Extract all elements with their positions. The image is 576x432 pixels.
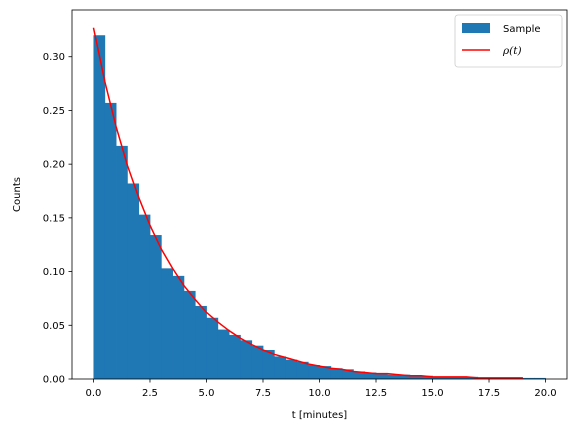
histogram-bar	[387, 374, 400, 379]
histogram-bar	[376, 373, 388, 379]
y-tick-label: 0.05	[43, 321, 65, 332]
legend-rho-label: ρ(t)	[502, 45, 522, 57]
y-tick-label: 0.25	[43, 106, 65, 117]
histogram-bar	[409, 375, 422, 379]
histogram-bar	[296, 361, 309, 379]
histogram-bar	[183, 290, 196, 379]
histogram-bar	[240, 340, 253, 379]
rho-curve-layer	[92, 27, 523, 379]
histogram-bar	[229, 334, 241, 379]
x-tick-label: 0.0	[86, 388, 102, 399]
y-axis-label: Counts	[12, 177, 23, 212]
x-tick-label: 20.0	[534, 388, 556, 399]
histogram-bar	[342, 369, 354, 379]
histogram-bar	[364, 372, 377, 379]
histogram-bars	[93, 35, 546, 380]
histogram-bar	[217, 329, 230, 379]
histogram-bar	[432, 376, 445, 379]
histogram-bar	[319, 366, 332, 379]
y-tick-label: 0.10	[43, 267, 65, 278]
histogram-bar	[455, 376, 467, 379]
y-axis-ticks: 0.00 0.05 0.10 0.15 0.20 0.25 0.30	[43, 52, 72, 386]
histogram-bar	[104, 102, 117, 380]
histogram-bar	[353, 371, 366, 379]
x-tick-label: 7.5	[255, 388, 271, 399]
x-tick-label: 10.0	[308, 388, 330, 399]
histogram-bar	[127, 183, 140, 379]
histogram-bar	[308, 365, 320, 379]
histogram-bar	[398, 374, 411, 379]
legend-frame	[454, 14, 563, 68]
legend: Sample ρ(t)	[454, 14, 563, 68]
histogram-bar	[206, 317, 219, 379]
histogram-bar	[285, 359, 298, 379]
histogram-bar	[93, 35, 106, 380]
histogram-bar	[262, 349, 275, 379]
legend-sample-label: Sample	[503, 24, 541, 35]
histogram-bar	[443, 376, 456, 379]
x-tick-label: 15.0	[421, 388, 443, 399]
x-axis-ticks: 0.0 2.5 5.0 7.5 10.0 12.5 15.0 17.5 20.0	[86, 379, 557, 399]
y-tick-label: 0.00	[43, 375, 65, 386]
histogram-bar	[534, 377, 546, 379]
histogram-bar	[522, 377, 535, 379]
histogram-bar	[138, 214, 151, 379]
histogram-bar	[421, 375, 433, 379]
x-axis-label: t [minutes]	[292, 410, 347, 421]
x-tick-label: 2.5	[142, 388, 158, 399]
x-tick-label: 17.5	[478, 388, 500, 399]
y-tick-label: 0.20	[43, 160, 65, 171]
y-tick-label: 0.15	[43, 213, 65, 224]
histogram-bar	[251, 345, 264, 379]
histogram-bar	[330, 368, 343, 379]
histogram-bar	[161, 268, 173, 379]
histogram-bar	[172, 275, 185, 379]
legend-sample-swatch	[462, 23, 490, 33]
histogram-bar	[116, 145, 128, 379]
histogram-bar	[149, 235, 162, 379]
histogram-bar	[195, 305, 207, 379]
y-tick-label: 0.30	[43, 52, 65, 63]
x-tick-label: 12.5	[365, 388, 387, 399]
rho-curve-line	[92, 27, 523, 379]
histogram-bar	[274, 356, 286, 379]
x-tick-label: 5.0	[199, 388, 215, 399]
